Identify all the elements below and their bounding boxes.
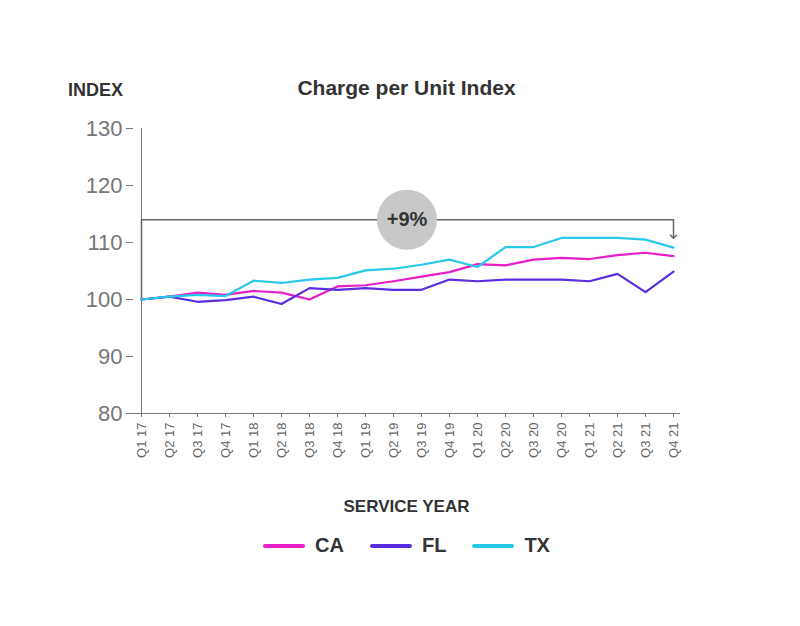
- svg-text:Q2 21: Q2 21: [610, 423, 625, 458]
- svg-text:Q2 17: Q2 17: [162, 423, 177, 458]
- svg-text:Q2 20: Q2 20: [498, 423, 513, 458]
- svg-text:Q4 21: Q4 21: [666, 423, 681, 458]
- svg-text:Q3 17: Q3 17: [190, 423, 205, 458]
- svg-text:130: 130: [86, 116, 123, 141]
- svg-text:+9%: +9%: [387, 208, 428, 230]
- svg-text:100: 100: [86, 287, 123, 312]
- html-text:FL: FL: [421, 534, 447, 556]
- svg-text:Q4 20: Q4 20: [554, 423, 569, 458]
- svg-text:90: 90: [98, 344, 122, 369]
- html-text:TX: TX: [524, 534, 550, 556]
- svg-text:120: 120: [86, 173, 123, 198]
- svg-text:Q1 21: Q1 21: [582, 423, 597, 458]
- svg-text:Q4 19: Q4 19: [442, 423, 457, 458]
- svg-text:Q3 18: Q3 18: [302, 423, 317, 458]
- svg-text:Q3 21: Q3 21: [638, 423, 653, 458]
- html-text:CA: CA: [315, 534, 344, 556]
- svg-text:Q1 20: Q1 20: [470, 423, 485, 458]
- svg-text:Q2 19: Q2 19: [386, 423, 401, 458]
- svg-text:80: 80: [98, 401, 122, 426]
- html-text:INDEX: INDEX: [68, 80, 123, 100]
- svg-text:110: 110: [87, 230, 122, 255]
- html-text:SERVICE YEAR: SERVICE YEAR: [343, 497, 470, 516]
- svg-text:Q4 18: Q4 18: [330, 423, 345, 458]
- html-text:Charge per Unit Index: Charge per Unit Index: [297, 76, 516, 99]
- svg-text:Q3 19: Q3 19: [414, 423, 429, 458]
- svg-text:Q2 18: Q2 18: [274, 423, 289, 458]
- svg-text:Q4 17: Q4 17: [218, 423, 233, 458]
- svg-text:Q1 19: Q1 19: [358, 423, 373, 458]
- svg-text:Q1 18: Q1 18: [246, 423, 261, 458]
- svg-text:Q1 17: Q1 17: [134, 423, 149, 458]
- svg-text:Q3 20: Q3 20: [526, 423, 541, 458]
